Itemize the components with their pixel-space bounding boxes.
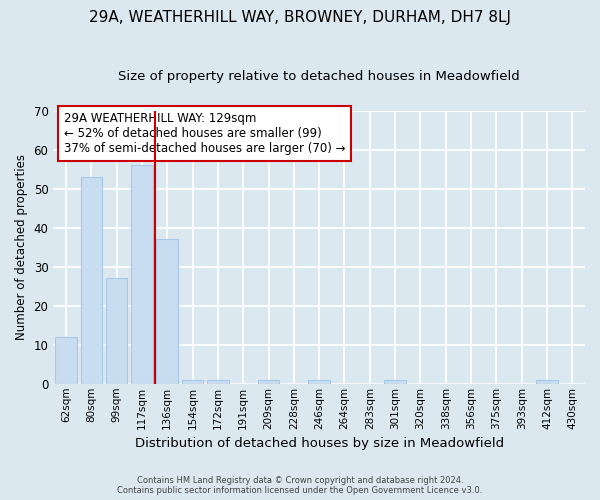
Bar	[207, 380, 229, 384]
Bar	[55, 337, 77, 384]
Bar	[157, 240, 178, 384]
Bar	[385, 380, 406, 384]
Text: 29A, WEATHERHILL WAY, BROWNEY, DURHAM, DH7 8LJ: 29A, WEATHERHILL WAY, BROWNEY, DURHAM, D…	[89, 10, 511, 25]
Bar	[182, 380, 203, 384]
Bar	[258, 380, 279, 384]
Bar	[106, 278, 127, 384]
Bar	[308, 380, 330, 384]
Bar	[536, 380, 558, 384]
Bar	[131, 165, 152, 384]
Title: Size of property relative to detached houses in Meadowfield: Size of property relative to detached ho…	[118, 70, 520, 83]
Text: Contains HM Land Registry data © Crown copyright and database right 2024.
Contai: Contains HM Land Registry data © Crown c…	[118, 476, 482, 495]
Bar	[80, 177, 102, 384]
X-axis label: Distribution of detached houses by size in Meadowfield: Distribution of detached houses by size …	[134, 437, 504, 450]
Y-axis label: Number of detached properties: Number of detached properties	[15, 154, 28, 340]
Text: 29A WEATHERHILL WAY: 129sqm
← 52% of detached houses are smaller (99)
37% of sem: 29A WEATHERHILL WAY: 129sqm ← 52% of det…	[64, 112, 346, 155]
